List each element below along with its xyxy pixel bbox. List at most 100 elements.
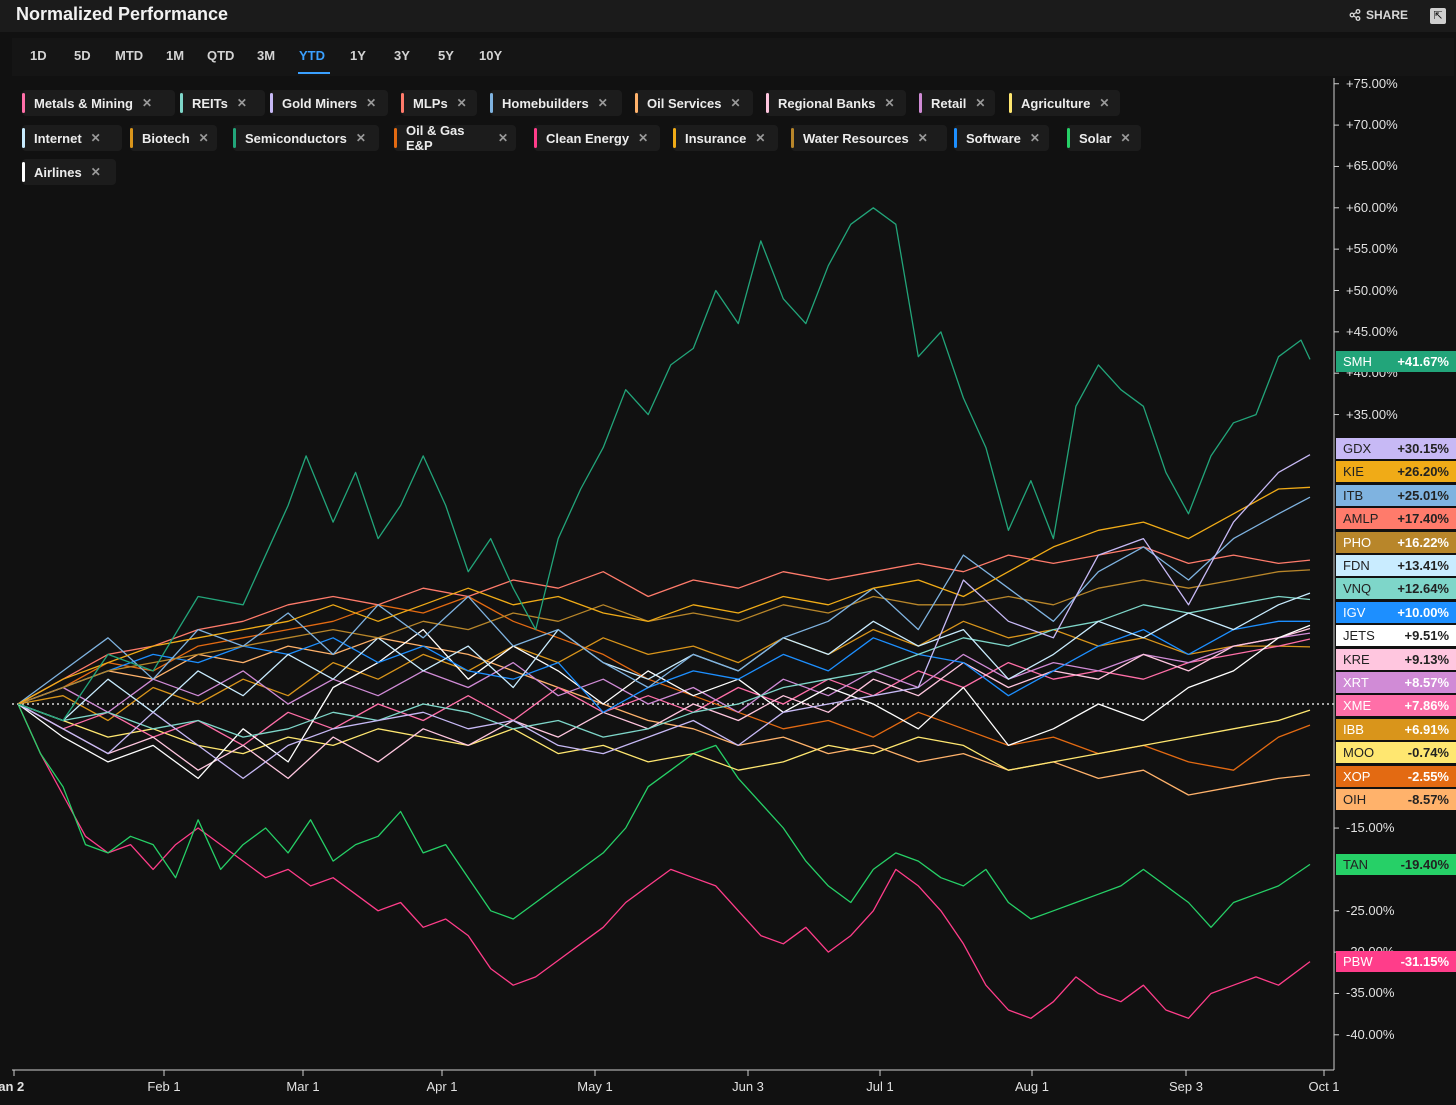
series-line-itb: [17, 496, 1311, 705]
ticker-label: KIE: [1343, 464, 1364, 479]
expand-icon[interactable]: ⇱: [1430, 8, 1446, 24]
ticker-value: +10.00%: [1397, 605, 1449, 620]
share-button[interactable]: SHARE: [1349, 8, 1408, 22]
ticker-value: -0.74%: [1407, 745, 1449, 760]
y-tick-label: +45.00%: [1346, 323, 1398, 339]
value-tag-amlp: AMLP +17.40%: [1336, 508, 1456, 529]
close-icon[interactable]: ✕: [597, 96, 608, 110]
chip-semiconductors[interactable]: Semiconductors ✕: [233, 125, 379, 151]
close-icon[interactable]: ✕: [236, 96, 247, 110]
close-icon[interactable]: ✕: [90, 165, 101, 179]
close-icon[interactable]: ✕: [198, 131, 209, 145]
y-tick-label: +60.00%: [1346, 199, 1398, 215]
close-icon[interactable]: ✕: [355, 131, 366, 145]
ticker-label: KRE: [1343, 652, 1370, 667]
range-1y[interactable]: 1Y: [350, 48, 366, 63]
range-1m[interactable]: 1M: [166, 48, 185, 63]
ticker-label: XME: [1343, 698, 1372, 713]
chip-software[interactable]: Software ✕: [954, 125, 1049, 151]
range-ytd[interactable]: YTD: [299, 48, 325, 63]
ticker-value: +6.91%: [1404, 722, 1449, 737]
value-tag-kre: KRE +9.13%: [1336, 649, 1456, 670]
chip-water-resources[interactable]: Water Resources ✕: [791, 125, 947, 151]
ticker-label: PHO: [1343, 535, 1372, 550]
chip-clean-energy[interactable]: Clean Energy ✕: [534, 125, 660, 151]
chip-label: Clean Energy: [546, 130, 630, 146]
range-5d[interactable]: 5D: [74, 48, 91, 63]
close-icon[interactable]: ✕: [456, 96, 467, 110]
range-10y[interactable]: 10Y: [479, 48, 503, 63]
value-tag-ibb: IBB +6.91%: [1336, 719, 1456, 740]
close-icon[interactable]: ✕: [975, 96, 986, 110]
active-range-indicator: [298, 72, 330, 74]
chip-internet[interactable]: Internet ✕: [22, 125, 122, 151]
range-5y[interactable]: 5Y: [438, 48, 454, 63]
close-icon[interactable]: ✕: [917, 131, 928, 145]
series-line-ibb: [17, 620, 1311, 722]
chip-airlines[interactable]: Airlines ✕: [22, 159, 116, 185]
range-3m[interactable]: 3M: [257, 48, 276, 63]
series-line-kie: [17, 486, 1311, 705]
chip-color-swatch: [130, 128, 133, 148]
series-line-igv: [17, 620, 1310, 713]
close-icon[interactable]: ✕: [884, 96, 895, 110]
series-line-oih: [17, 637, 1311, 796]
close-icon[interactable]: ✕: [755, 131, 766, 145]
y-tick-label: +35.00%: [1346, 406, 1398, 422]
close-icon[interactable]: ✕: [1120, 131, 1131, 145]
close-icon[interactable]: ✕: [497, 131, 508, 145]
value-tag-pho: PHO +16.22%: [1336, 532, 1456, 553]
page-title: Normalized Performance: [16, 4, 229, 24]
close-icon[interactable]: ✕: [90, 131, 101, 145]
chip-solar[interactable]: Solar ✕: [1067, 125, 1141, 151]
ticker-label: VNQ: [1343, 581, 1372, 596]
close-icon[interactable]: ✕: [141, 96, 153, 110]
series-line-xme: [17, 638, 1311, 747]
close-icon[interactable]: ✕: [366, 96, 377, 110]
ticker-label: FDN: [1343, 558, 1370, 573]
y-tick-label: +65.00%: [1346, 158, 1398, 174]
share-label: SHARE: [1365, 8, 1408, 22]
close-icon[interactable]: ✕: [1029, 131, 1040, 145]
chip-label: Oil & Gas E&P: [406, 123, 465, 153]
close-icon[interactable]: ✕: [1099, 96, 1110, 110]
chip-color-swatch: [954, 128, 957, 148]
chip-insurance[interactable]: Insurance ✕: [673, 125, 778, 151]
chip-mlps[interactable]: MLPs ✕: [401, 90, 477, 116]
chip-oil-services[interactable]: Oil Services ✕: [635, 90, 753, 116]
ticker-value: +30.15%: [1397, 441, 1449, 456]
value-tag-pbw: PBW -31.15%: [1336, 951, 1456, 972]
ticker-label: PBW: [1343, 954, 1373, 969]
chip-color-swatch: [534, 128, 537, 148]
range-3y[interactable]: 3Y: [394, 48, 410, 63]
chip-gold-miners[interactable]: Gold Miners ✕: [270, 90, 388, 116]
chip-homebuilders[interactable]: Homebuilders ✕: [490, 90, 622, 116]
y-tick-label: +70.00%: [1346, 117, 1398, 133]
ticker-label: XOP: [1343, 769, 1371, 784]
chip-regional-banks[interactable]: Regional Banks ✕: [766, 90, 906, 116]
range-1d[interactable]: 1D: [30, 48, 47, 63]
range-qtd[interactable]: QTD: [207, 48, 235, 63]
x-tick-label: Sep 3: [1169, 1079, 1203, 1094]
ticker-label: AMLP: [1343, 511, 1379, 526]
chip-oil-gas-e-p[interactable]: Oil & Gas E&P ✕: [394, 123, 516, 153]
chip-biotech[interactable]: Biotech ✕: [130, 125, 217, 151]
range-mtd[interactable]: MTD: [115, 48, 144, 63]
x-tick-label: Jul 1: [866, 1079, 894, 1094]
chip-label: Software: [966, 130, 1021, 146]
chip-agriculture[interactable]: Agriculture ✕: [1009, 90, 1120, 116]
chip-metals-mining[interactable]: Metals & Mining ✕: [22, 90, 175, 116]
series-line-xrt: [17, 632, 1311, 713]
value-tag-xrt: XRT +8.57%: [1336, 672, 1456, 693]
ticker-label: JETS: [1343, 628, 1375, 643]
chip-color-swatch: [1009, 93, 1012, 113]
chip-reits[interactable]: REITs ✕: [180, 90, 265, 116]
y-tick-label: -35.00%: [1346, 985, 1395, 1001]
series-line-xop: [17, 595, 1311, 771]
value-tag-tan: TAN -19.40%: [1336, 854, 1456, 875]
close-icon[interactable]: ✕: [638, 131, 649, 145]
y-tick-label: -25.00%: [1346, 902, 1395, 918]
share-icon: [1349, 9, 1361, 21]
chip-retail[interactable]: Retail ✕: [919, 90, 995, 116]
close-icon[interactable]: ✕: [730, 96, 741, 110]
